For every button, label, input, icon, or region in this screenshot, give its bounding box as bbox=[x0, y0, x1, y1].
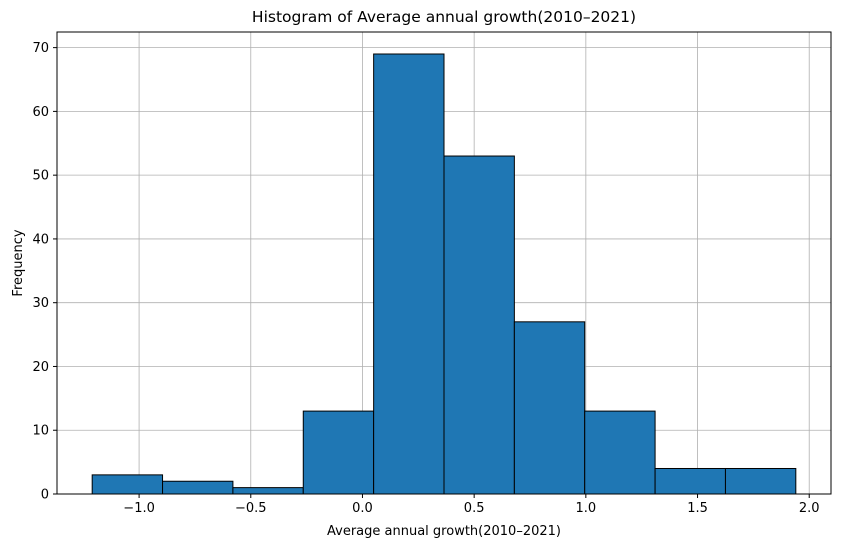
x-tick-label: 1.5 bbox=[687, 501, 708, 516]
x-tick-label: 2.0 bbox=[799, 501, 820, 516]
x-tick-label: −0.5 bbox=[235, 501, 267, 516]
y-tick-label: 10 bbox=[32, 424, 49, 439]
histogram-bar bbox=[162, 480, 234, 495]
axes-frame bbox=[56, 31, 832, 495]
plot-frame bbox=[56, 31, 832, 495]
histogram-bar bbox=[443, 155, 515, 495]
x-tick-label: −1.0 bbox=[123, 501, 155, 516]
chart-title: Histogram of Average annual growth(2010–… bbox=[252, 8, 636, 26]
x-tick-label: 1.0 bbox=[576, 501, 597, 516]
histogram-bar bbox=[232, 487, 304, 495]
histogram-bar bbox=[584, 410, 656, 495]
y-tick-label: 20 bbox=[32, 360, 49, 375]
histogram-bar bbox=[302, 410, 375, 495]
y-tick-label: 50 bbox=[32, 169, 49, 184]
histogram-bar bbox=[91, 474, 164, 495]
histogram-bar bbox=[513, 321, 586, 495]
histogram-bars bbox=[91, 53, 797, 495]
y-tick-label: 70 bbox=[32, 41, 49, 56]
histogram-bar bbox=[373, 53, 445, 495]
x-tick-label: 0.5 bbox=[464, 501, 485, 516]
y-axis-label: Frequency bbox=[11, 229, 26, 296]
x-tick-label: 0.0 bbox=[352, 501, 373, 516]
y-tick-label: 30 bbox=[32, 296, 49, 311]
y-tick-label: 60 bbox=[32, 105, 49, 120]
histogram-bar bbox=[724, 467, 797, 495]
y-tick-label: 0 bbox=[41, 488, 49, 503]
histogram-bar bbox=[654, 467, 726, 495]
y-tick-label: 40 bbox=[32, 232, 49, 247]
x-axis-ticks: −1.0 −0.5 0.0 0.5 1.0 1.5 2.0 bbox=[123, 494, 820, 516]
y-axis-ticks: 0 10 20 30 40 50 60 70 bbox=[32, 41, 57, 503]
x-axis-label: Average annual growth(2010–2021) bbox=[327, 524, 561, 539]
